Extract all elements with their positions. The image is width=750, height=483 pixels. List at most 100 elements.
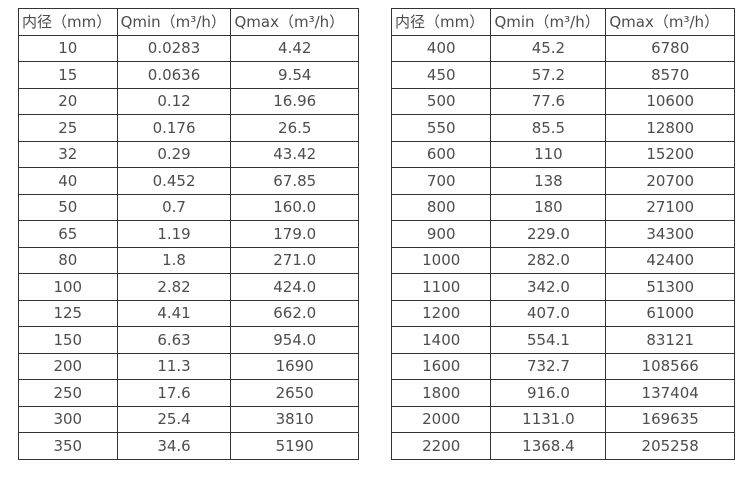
column-header-qmax: Qmax（m³/h） xyxy=(605,8,735,36)
table-row: 2000 1131.0 169635 xyxy=(390,405,735,433)
table-cell: 34.6 xyxy=(116,432,232,460)
table-cell: 10600 xyxy=(605,87,735,115)
table-cell: 2.82 xyxy=(116,273,232,301)
table-cell: 282.0 xyxy=(490,246,607,274)
table-cell: 205258 xyxy=(605,432,735,460)
table-row: 400 45.2 6780 xyxy=(390,34,735,62)
table-cell: 27100 xyxy=(605,193,735,221)
table-cell: 160.0 xyxy=(230,193,359,221)
table-body: 10 0.0283 4.42 15 0.0636 9.54 20 0.12 16.96 25 0.1… xyxy=(18,34,359,460)
table-cell: 20 xyxy=(18,87,118,115)
table-cell: 10 xyxy=(18,34,118,62)
table-cell: 4.41 xyxy=(116,299,232,327)
table-cell: 26.5 xyxy=(230,114,359,142)
table-row: 40 0.452 67.85 xyxy=(18,167,359,195)
table-cell: 229.0 xyxy=(490,220,607,248)
table-cell: 550 xyxy=(390,114,492,142)
table-row: 1000 282.0 42400 xyxy=(390,246,735,274)
table-cell: 15200 xyxy=(605,140,735,168)
table-cell: 61000 xyxy=(605,299,735,327)
table-row: 700 138 20700 xyxy=(390,167,735,195)
table-cell: 12800 xyxy=(605,114,735,142)
table-row: 800 180 27100 xyxy=(390,193,735,221)
table-cell: 6780 xyxy=(605,34,735,62)
table-cell: 2200 xyxy=(390,432,492,460)
table-row: 65 1.19 179.0 xyxy=(18,220,359,248)
table-header: 内径（mm） Qmin（m³/h） Qmax（m³/h） xyxy=(18,8,359,36)
table-cell: 67.85 xyxy=(230,167,359,195)
table-cell: 42400 xyxy=(605,246,735,274)
table-cell: 1800 xyxy=(390,379,492,407)
column-header-qmax: Qmax（m³/h） xyxy=(230,8,359,36)
table-cell: 400 xyxy=(390,34,492,62)
table-cell: 32 xyxy=(18,140,118,168)
table-cell: 2650 xyxy=(230,379,359,407)
table-cell: 407.0 xyxy=(490,299,607,327)
table-cell: 25 xyxy=(18,114,118,142)
table-cell: 125 xyxy=(18,299,118,327)
table-cell: 40 xyxy=(18,167,118,195)
table-cell: 5190 xyxy=(230,432,359,460)
table-row: 10 0.0283 4.42 xyxy=(18,34,359,62)
table-cell: 800 xyxy=(390,193,492,221)
table-cell: 1000 xyxy=(390,246,492,274)
table-cell: 138 xyxy=(490,167,607,195)
table-row: 450 57.2 8570 xyxy=(390,61,735,89)
table-row: 20 0.12 16.96 xyxy=(18,87,359,115)
table-cell: 9.54 xyxy=(230,61,359,89)
table-cell: 2000 xyxy=(390,405,492,433)
table-cell: 700 xyxy=(390,167,492,195)
table-row: 300 25.4 3810 xyxy=(18,405,359,433)
table-cell: 0.12 xyxy=(116,87,232,115)
table-cell: 342.0 xyxy=(490,273,607,301)
table-cell: 1690 xyxy=(230,352,359,380)
table-row: 1400 554.1 83121 xyxy=(390,326,735,354)
table-cell: 1400 xyxy=(390,326,492,354)
table-cell: 954.0 xyxy=(230,326,359,354)
table-cell: 0.29 xyxy=(116,140,232,168)
table-cell: 16.96 xyxy=(230,87,359,115)
table-cell: 179.0 xyxy=(230,220,359,248)
table-row: 350 34.6 5190 xyxy=(18,432,359,460)
table-cell: 554.1 xyxy=(490,326,607,354)
table-cell: 0.0636 xyxy=(116,61,232,89)
table-cell: 85.5 xyxy=(490,114,607,142)
table-body: 400 45.2 6780 450 57.2 8570 500 77.6 10600 550 85.… xyxy=(390,34,735,460)
table-cell: 51300 xyxy=(605,273,735,301)
column-header-qmin: Qmin（m³/h） xyxy=(116,8,232,36)
table-cell: 1100 xyxy=(390,273,492,301)
table-cell: 65 xyxy=(18,220,118,248)
table-cell: 108566 xyxy=(605,352,735,380)
table-cell: 1.8 xyxy=(116,246,232,274)
table-row: 32 0.29 43.42 xyxy=(18,140,359,168)
table-cell: 250 xyxy=(18,379,118,407)
table-cell: 11.3 xyxy=(116,352,232,380)
table-cell: 83121 xyxy=(605,326,735,354)
table-cell: 500 xyxy=(390,87,492,115)
table-cell: 0.176 xyxy=(116,114,232,142)
table-row: 550 85.5 12800 xyxy=(390,114,735,142)
table-cell: 169635 xyxy=(605,405,735,433)
column-header-qmin: Qmin（m³/h） xyxy=(490,8,607,36)
table-row: 150 6.63 954.0 xyxy=(18,326,359,354)
table-cell: 0.7 xyxy=(116,193,232,221)
table-cell: 1131.0 xyxy=(490,405,607,433)
table-cell: 1.19 xyxy=(116,220,232,248)
table-cell: 0.452 xyxy=(116,167,232,195)
table-cell: 300 xyxy=(18,405,118,433)
table-row: 900 229.0 34300 xyxy=(390,220,735,248)
table-cell: 900 xyxy=(390,220,492,248)
table-row: 250 17.6 2650 xyxy=(18,379,359,407)
table-cell: 1600 xyxy=(390,352,492,380)
table-cell: 662.0 xyxy=(230,299,359,327)
table-row: 1800 916.0 137404 xyxy=(390,379,735,407)
table-cell: 77.6 xyxy=(490,87,607,115)
table-row: 200 11.3 1690 xyxy=(18,352,359,380)
table-cell: 8570 xyxy=(605,61,735,89)
table-cell: 80 xyxy=(18,246,118,274)
table-cell: 600 xyxy=(390,140,492,168)
table-cell: 350 xyxy=(18,432,118,460)
table-cell: 180 xyxy=(490,193,607,221)
table-cell: 3810 xyxy=(230,405,359,433)
